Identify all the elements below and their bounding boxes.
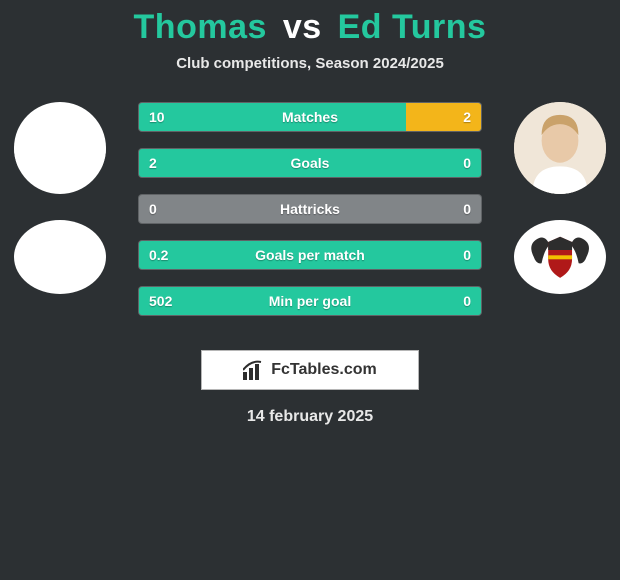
bar-chart-icon xyxy=(243,360,265,380)
stat-value-left: 502 xyxy=(149,287,172,315)
stat-row: Matches102 xyxy=(138,102,482,132)
player2-photo xyxy=(514,102,606,194)
stat-bar-left xyxy=(139,103,406,131)
comparison-card: Thomas vs Ed Turns Club competitions, Se… xyxy=(0,0,620,580)
stat-row: Goals20 xyxy=(138,148,482,178)
logo-text: FcTables.com xyxy=(271,361,377,379)
subtitle-text: Club competitions, Season 2024/2025 xyxy=(0,55,620,72)
player1-crest xyxy=(14,220,106,294)
stat-bar-left xyxy=(139,241,481,269)
stat-label: Hattricks xyxy=(139,195,481,223)
stat-value-right: 0 xyxy=(463,149,471,177)
player2-name: Ed Turns xyxy=(338,8,487,46)
stat-value-right: 0 xyxy=(463,241,471,269)
stat-value-left: 2 xyxy=(149,149,157,177)
crest-icon xyxy=(527,230,593,283)
stat-value-left: 0.2 xyxy=(149,241,168,269)
player2-face-icon xyxy=(514,102,606,194)
stat-value-left: 0 xyxy=(149,195,157,223)
player1-name: Thomas xyxy=(134,8,267,46)
stat-bar-left xyxy=(139,149,481,177)
stat-bar-left xyxy=(139,287,481,315)
stat-row: Min per goal5020 xyxy=(138,286,482,316)
date-text: 14 february 2025 xyxy=(0,408,620,426)
title-row: Thomas vs Ed Turns xyxy=(0,0,620,47)
vs-text: vs xyxy=(283,8,322,46)
stat-value-right: 0 xyxy=(463,195,471,223)
stat-value-left: 10 xyxy=(149,103,165,131)
stat-row: Goals per match0.20 xyxy=(138,240,482,270)
stat-value-right: 2 xyxy=(463,103,471,131)
stat-value-right: 0 xyxy=(463,287,471,315)
stat-bars: Matches102Goals20Hattricks00Goals per ma… xyxy=(138,102,482,332)
stat-row: Hattricks0 0 xyxy=(138,194,482,224)
source-logo: FcTables.com xyxy=(201,350,419,390)
content-area: Matches102Goals20Hattricks00Goals per ma… xyxy=(0,102,620,362)
player1-photo xyxy=(14,102,106,194)
player2-crest xyxy=(514,220,606,294)
